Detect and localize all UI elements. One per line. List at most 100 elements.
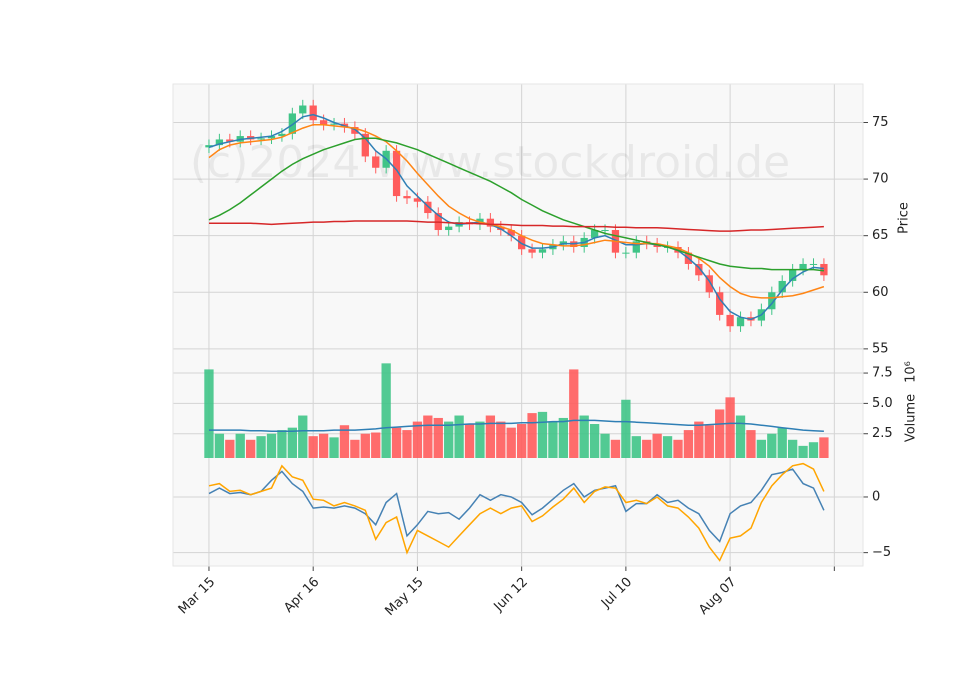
volume-bar bbox=[673, 439, 683, 458]
candle-body bbox=[601, 230, 609, 232]
volume-bar bbox=[735, 415, 746, 458]
volume-bar bbox=[527, 413, 537, 458]
volume-bar bbox=[569, 369, 579, 458]
candle-body bbox=[278, 133, 286, 137]
candle-body bbox=[351, 127, 359, 134]
candle-body bbox=[445, 226, 453, 231]
volume-bar bbox=[548, 421, 558, 458]
x-tick-label: May 15 bbox=[382, 575, 426, 619]
y-tick-label: 75 bbox=[872, 115, 889, 130]
plot-frame bbox=[172, 83, 864, 567]
y-tick-label: 55 bbox=[872, 341, 889, 356]
volume-bar bbox=[371, 432, 381, 458]
volume-bar bbox=[767, 433, 777, 458]
y-tick-label: 2.5 bbox=[872, 426, 893, 441]
volume-bar bbox=[631, 436, 641, 458]
volume-bar bbox=[787, 439, 798, 458]
volume-bar bbox=[204, 369, 214, 458]
volume-bar bbox=[235, 433, 245, 458]
volume-bar bbox=[798, 445, 808, 458]
y-tick-label: 70 bbox=[872, 172, 889, 187]
macd-line bbox=[208, 468, 825, 543]
candle-body bbox=[372, 156, 380, 168]
volume-bar bbox=[777, 427, 787, 458]
watermark: (c)2024 www.stockdroid.de bbox=[190, 137, 790, 188]
moving-average bbox=[209, 220, 824, 232]
volume-bar bbox=[225, 439, 235, 458]
volume-bar bbox=[381, 363, 391, 458]
volume-bar bbox=[642, 439, 652, 458]
volume-bar bbox=[704, 425, 714, 458]
volume-axis-label: Volume bbox=[904, 394, 919, 442]
macd-line bbox=[208, 462, 825, 562]
candle-body bbox=[319, 120, 328, 125]
candle-body bbox=[486, 218, 495, 227]
volume-bar bbox=[246, 439, 256, 458]
candle-body bbox=[820, 263, 828, 276]
volume-bar bbox=[454, 415, 464, 458]
candle-body bbox=[778, 280, 786, 293]
candle-body bbox=[205, 145, 213, 148]
volume-bar bbox=[402, 430, 412, 458]
x-tick-label: Jul 10 bbox=[598, 575, 635, 612]
candle-body bbox=[518, 235, 526, 250]
volume-average bbox=[209, 419, 824, 433]
candle-body bbox=[288, 113, 296, 134]
volume-bar bbox=[621, 399, 631, 458]
candle-body bbox=[538, 249, 547, 253]
candle-body bbox=[528, 249, 536, 253]
volume-bar bbox=[277, 430, 287, 458]
volume-offset-label: 10⁶ bbox=[904, 361, 919, 383]
volume-bar bbox=[496, 421, 506, 458]
y-tick-label: 7.5 bbox=[872, 366, 893, 381]
volume-bar bbox=[725, 397, 735, 458]
volume-bar bbox=[360, 433, 370, 458]
candle-body bbox=[226, 139, 234, 142]
volume-bar bbox=[214, 433, 225, 458]
x-tick-label: Aug 07 bbox=[696, 575, 739, 618]
x-tick-label: Mar 15 bbox=[176, 575, 219, 618]
candle-body bbox=[257, 138, 265, 140]
candle-body bbox=[392, 150, 401, 197]
candle-body bbox=[330, 123, 338, 125]
candle-body bbox=[507, 230, 515, 236]
volume-bar bbox=[819, 437, 829, 458]
volume-bar bbox=[256, 436, 266, 458]
candle-body bbox=[413, 198, 422, 202]
grid bbox=[173, 84, 863, 566]
y-tick-label: 65 bbox=[872, 228, 889, 243]
volume-bar bbox=[475, 421, 485, 458]
volume-bar bbox=[662, 436, 673, 458]
volume-bar bbox=[506, 427, 516, 458]
volume-bar bbox=[287, 427, 297, 458]
volume-bar bbox=[423, 415, 433, 458]
volume-bar bbox=[808, 442, 819, 458]
candle-body bbox=[361, 133, 369, 157]
candle-body bbox=[695, 263, 703, 276]
volume-bar bbox=[579, 415, 589, 458]
y-tick-label: 60 bbox=[872, 285, 889, 300]
candle-body bbox=[632, 241, 640, 253]
volume-bar bbox=[391, 427, 402, 458]
volume-bar bbox=[339, 425, 350, 458]
volume-bar bbox=[589, 424, 600, 458]
volume-bar bbox=[444, 421, 454, 458]
x-tick-label: Jun 12 bbox=[491, 575, 531, 615]
volume-bar bbox=[318, 433, 329, 458]
moving-average bbox=[208, 123, 825, 299]
candle-body bbox=[788, 269, 797, 281]
candle-body bbox=[590, 230, 599, 238]
candle-body bbox=[768, 292, 776, 310]
y-tick-label: −5 bbox=[872, 545, 891, 560]
x-tick-label: Apr 16 bbox=[281, 575, 322, 616]
candle-body bbox=[736, 317, 745, 327]
y-axis-label: Price bbox=[897, 202, 912, 234]
volume-bar bbox=[412, 421, 423, 458]
volume-bar bbox=[600, 433, 610, 458]
volume-bar bbox=[329, 437, 339, 458]
candle-body bbox=[309, 105, 317, 121]
volume-bar bbox=[350, 439, 360, 458]
candle-body bbox=[716, 292, 724, 315]
moving-average bbox=[208, 137, 824, 272]
